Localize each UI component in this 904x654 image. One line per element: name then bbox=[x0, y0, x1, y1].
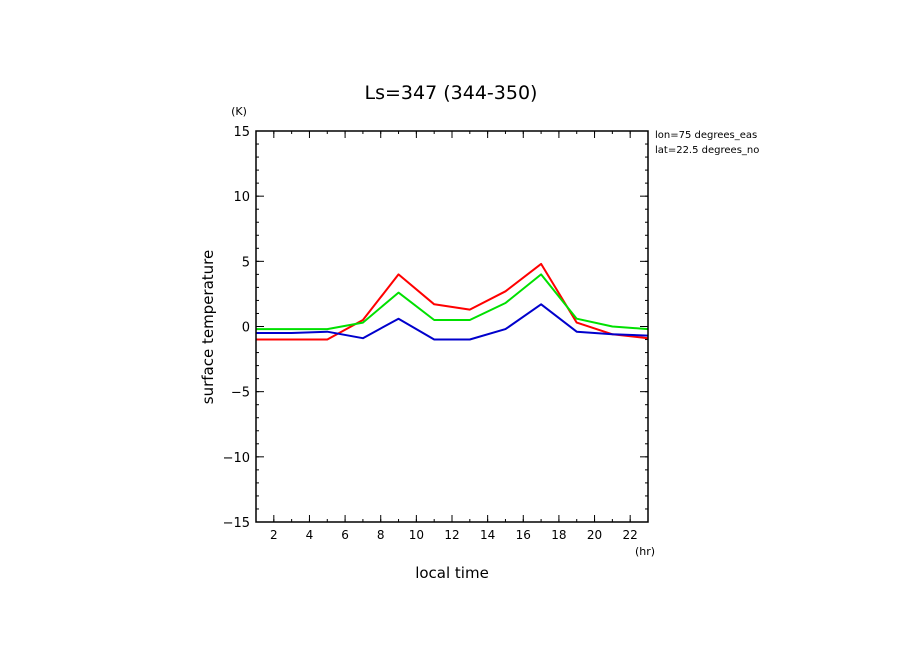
x-tick-label: 4 bbox=[306, 528, 314, 542]
y-unit-label: (K) bbox=[231, 105, 247, 118]
series-group bbox=[256, 262, 649, 341]
chart-title: Ls=347 (344-350) bbox=[365, 82, 538, 104]
x-tick-label: 16 bbox=[516, 528, 531, 542]
x-tick-label: 8 bbox=[377, 528, 385, 542]
plot-frame bbox=[255, 130, 649, 523]
x-unit-label: (hr) bbox=[635, 545, 655, 558]
annotation-lat: lat=22.5 degrees_no bbox=[655, 145, 759, 156]
x-tick-label: 10 bbox=[409, 528, 424, 542]
x-tick-label: 2 bbox=[270, 528, 278, 542]
series-line-3 bbox=[256, 303, 649, 341]
y-tick-label: 10 bbox=[233, 190, 250, 205]
annotation-lon: lon=75 degrees_eas bbox=[655, 130, 757, 141]
y-tick-label: −10 bbox=[223, 451, 250, 466]
x-tick-label: 14 bbox=[480, 528, 495, 542]
axis-ticks: 2 4 6 8 10 12 14 16 18 20 22 −15 −10 −5 0 5 10 15 bbox=[223, 125, 649, 542]
series-line-1 bbox=[256, 262, 649, 341]
x-axis-label: local time bbox=[415, 564, 489, 582]
y-tick-label: 5 bbox=[242, 255, 250, 270]
y-tick-label: 15 bbox=[233, 125, 250, 140]
y-tick-label: −5 bbox=[231, 386, 250, 401]
x-tick-label: 20 bbox=[587, 528, 602, 542]
x-tick-label: 12 bbox=[444, 528, 459, 542]
x-tick-label: 6 bbox=[341, 528, 349, 542]
y-tick-label: −15 bbox=[223, 516, 250, 531]
series-line-2 bbox=[256, 273, 649, 331]
x-tick-label: 22 bbox=[623, 528, 638, 542]
x-tick-label: 18 bbox=[551, 528, 566, 542]
y-axis-label: surface temperature bbox=[199, 250, 217, 405]
y-tick-label: 0 bbox=[242, 321, 250, 336]
